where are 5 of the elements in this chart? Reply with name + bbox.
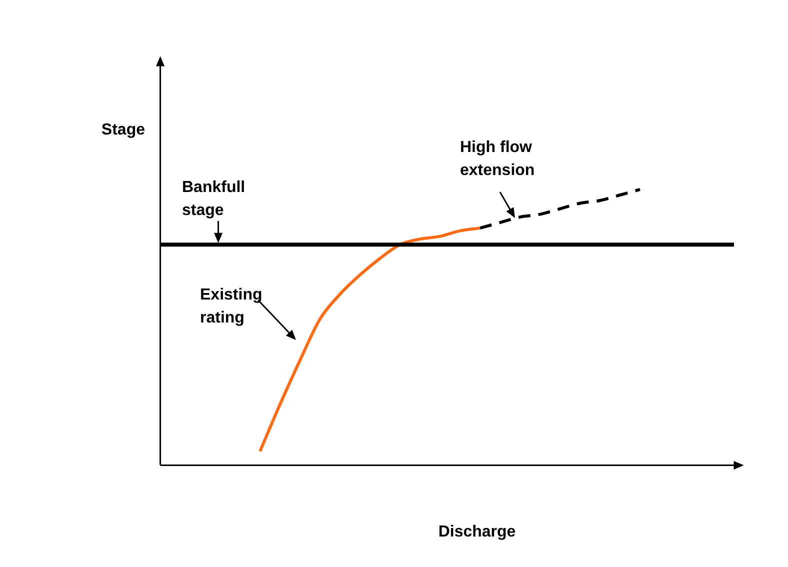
x-axis-title: Discharge	[438, 523, 516, 540]
text: High flow extension	[460, 138, 535, 179]
y-axis-title: Stage	[101, 121, 146, 138]
ref-line-label: Bankfull stage	[182, 179, 246, 219]
text: Existing rating	[200, 286, 262, 327]
